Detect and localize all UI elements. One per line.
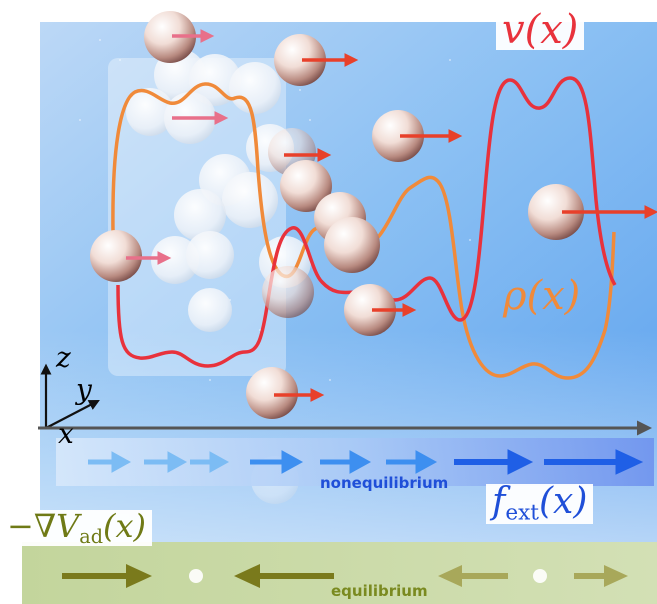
particles <box>90 11 584 419</box>
nonequilibrium-text: nonequilibrium <box>320 474 449 492</box>
axis-z-label: z <box>56 341 71 374</box>
coordinate-axes <box>40 363 100 429</box>
equilibrium-text: equilibrium <box>331 582 428 600</box>
adiabatic-force-arrows <box>62 564 628 588</box>
velocity-label: v(x) <box>496 10 585 50</box>
adiabatic-force-label: −∇Vad(x) <box>1 510 153 546</box>
axis-y-label: y <box>76 373 92 406</box>
axis-x-label: x <box>58 417 74 450</box>
velocity-curve <box>116 76 617 368</box>
density-label: ρ(x) <box>503 273 581 319</box>
external-force-label: fext(x) <box>486 483 594 525</box>
particle-arrows <box>126 29 657 402</box>
external-force-arrows <box>88 449 644 475</box>
